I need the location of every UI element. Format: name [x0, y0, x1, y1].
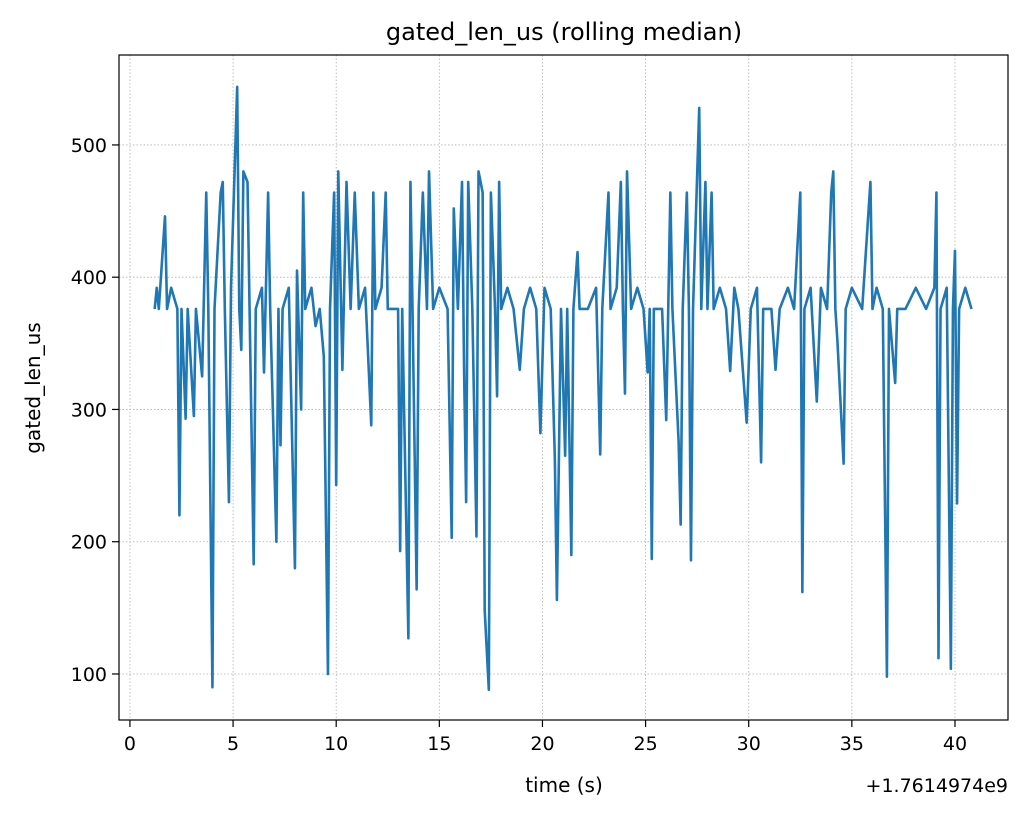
x-tick-label: 0	[124, 733, 136, 755]
y-tick-label: 500	[71, 135, 107, 157]
axes-frame	[118, 54, 1009, 721]
x-tick-label: 40	[943, 733, 967, 755]
x-offset-label: +1.7614974e9	[866, 775, 1008, 797]
x-tick-label: 30	[737, 733, 761, 755]
y-tick-label: 200	[71, 532, 107, 554]
chart-title: gated_len_us (rolling median)	[386, 18, 742, 46]
x-tick-label: 35	[840, 733, 864, 755]
x-tick-label: 10	[324, 733, 348, 755]
y-tick-label: 100	[71, 664, 107, 686]
y-axis-label: gated_len_us	[21, 322, 45, 453]
data-line	[153, 85, 973, 692]
x-tick-label: 20	[530, 733, 554, 755]
x-axis-label: time (s)	[525, 773, 603, 797]
x-tick-label: 25	[633, 733, 657, 755]
y-tick-label: 400	[71, 267, 107, 289]
x-tick-label: 15	[427, 733, 451, 755]
plot-area	[119, 55, 1008, 720]
y-tick-label: 300	[71, 399, 107, 421]
x-tick-label: 5	[227, 733, 239, 755]
